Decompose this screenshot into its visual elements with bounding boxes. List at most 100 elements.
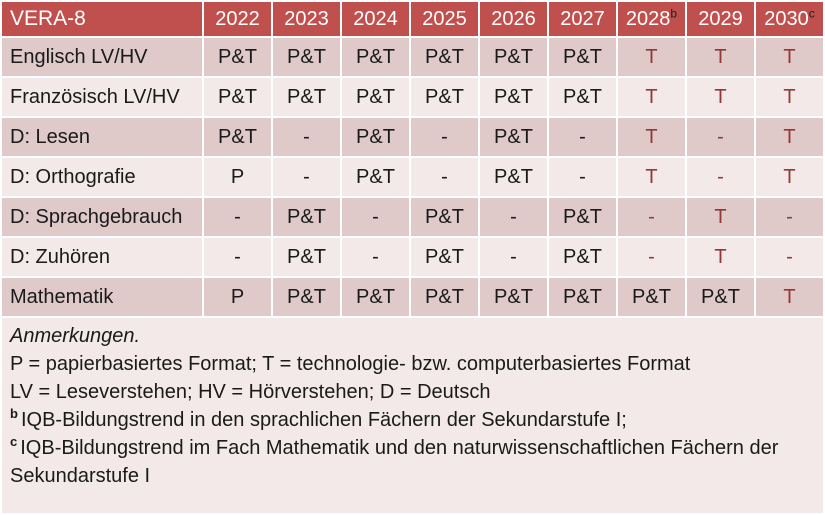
value-cell: - <box>618 198 685 236</box>
year-header-2026: 2026 <box>480 2 547 36</box>
year-label: 2024 <box>353 7 398 30</box>
value-cell: P&T <box>549 78 616 116</box>
year-header-2022: 2022 <box>204 2 271 36</box>
table-row: D: Sprachgebrauch - P&T - P&T - P&T - T - <box>2 198 823 236</box>
value-cell: P&T <box>549 198 616 236</box>
note-text: Anmerkungen. <box>10 325 141 347</box>
table-row: Englisch LV/HV P&T P&T P&T P&T P&T P&T T T T <box>2 38 823 76</box>
value-cell: P&T <box>480 78 547 116</box>
note-text: IQB-Bildungstrend im Fach Mathematik und… <box>10 437 779 487</box>
value-cell: T <box>618 38 685 76</box>
note-text: IQB-Bildungstrend in den sprachlichen Fä… <box>20 409 627 431</box>
value-cell: P&T <box>342 38 409 76</box>
subject-cell: D: Zuhören <box>2 238 202 276</box>
value-cell: - <box>411 118 478 156</box>
year-footnote-marker: c <box>808 5 815 20</box>
value-cell: - <box>342 238 409 276</box>
value-cell: T <box>687 38 754 76</box>
value-cell: - <box>273 118 340 156</box>
value-cell: P&T <box>342 158 409 196</box>
subject-cell: D: Lesen <box>2 118 202 156</box>
table-row: Französisch LV/HV P&T P&T P&T P&T P&T P&T T T T <box>2 78 823 116</box>
value-cell: P&T <box>549 238 616 276</box>
value-cell: T <box>687 78 754 116</box>
value-cell: T <box>618 78 685 116</box>
year-header-2028: 2028b <box>618 2 685 36</box>
value-cell: - <box>687 158 754 196</box>
value-cell: T <box>756 38 823 76</box>
note-line: LV = Leseverstehen; HV = Hörverstehen; D… <box>10 378 815 406</box>
year-header-2023: 2023 <box>273 2 340 36</box>
table-row: Mathematik P P&T P&T P&T P&T P&T P&T P&T T <box>2 278 823 316</box>
value-cell: P&T <box>273 278 340 316</box>
note-line: b IQB-Bildungstrend in den sprachlichen F… <box>10 406 815 434</box>
value-cell: T <box>687 238 754 276</box>
value-cell: P&T <box>411 278 478 316</box>
value-cell: P&T <box>480 278 547 316</box>
subject-cell: Mathematik <box>2 278 202 316</box>
subject-cell: Französisch LV/HV <box>2 78 202 116</box>
value-cell: T <box>756 78 823 116</box>
value-cell: P&T <box>411 78 478 116</box>
value-cell: P <box>204 158 271 196</box>
value-cell: P <box>204 278 271 316</box>
value-cell: T <box>756 158 823 196</box>
note-footnote-marker: c <box>10 434 18 450</box>
value-cell: - <box>756 198 823 236</box>
table-row: D: Zuhören - P&T - P&T - P&T - T - <box>2 238 823 276</box>
table-row: D: Orthografie P - P&T - P&T - T - T <box>2 158 823 196</box>
value-cell: P&T <box>273 38 340 76</box>
value-cell: P&T <box>480 118 547 156</box>
year-label: 2023 <box>284 7 329 30</box>
value-cell: P&T <box>204 118 271 156</box>
notes-row: Anmerkungen. P = papierbasiertes Format; … <box>2 318 823 513</box>
value-cell: - <box>687 118 754 156</box>
table-title: VERA-8 <box>2 2 202 36</box>
value-cell: P&T <box>549 278 616 316</box>
value-cell: P&T <box>480 38 547 76</box>
table-row: D: Lesen P&T - P&T - P&T - T - T <box>2 118 823 156</box>
value-cell: P&T <box>342 278 409 316</box>
year-header-2027: 2027 <box>549 2 616 36</box>
value-cell: P&T <box>204 38 271 76</box>
value-cell: - <box>480 238 547 276</box>
value-cell: - <box>204 198 271 236</box>
value-cell: P&T <box>273 198 340 236</box>
year-label: 2025 <box>422 7 467 30</box>
value-cell: - <box>273 158 340 196</box>
year-label: 2028 <box>625 7 671 30</box>
note-line: P = papierbasiertes Format; T = technolo… <box>10 350 815 378</box>
value-cell: - <box>480 198 547 236</box>
value-cell: T <box>618 118 685 156</box>
value-cell: T <box>687 198 754 236</box>
subject-cell: Englisch LV/HV <box>2 38 202 76</box>
value-cell: P&T <box>411 38 478 76</box>
table-body: Englisch LV/HV P&T P&T P&T P&T P&T P&T T T T Franz… <box>2 38 823 316</box>
value-cell: P&T <box>411 198 478 236</box>
value-cell: P&T <box>273 78 340 116</box>
value-cell: T <box>618 158 685 196</box>
value-cell: - <box>342 198 409 236</box>
value-cell: T <box>756 278 823 316</box>
value-cell: T <box>756 118 823 156</box>
value-cell: P&T <box>342 118 409 156</box>
notes: Anmerkungen. P = papierbasiertes Format; … <box>2 318 823 513</box>
value-cell: P&T <box>549 38 616 76</box>
note-footnote-marker: b <box>10 406 18 422</box>
year-footnote-marker: b <box>670 5 678 20</box>
note-line: Anmerkungen. <box>10 322 815 350</box>
year-label: 2027 <box>560 7 605 30</box>
value-cell: P&T <box>618 278 685 316</box>
note-text: P = papierbasiertes Format; T = technolo… <box>10 353 691 375</box>
year-label: 2022 <box>215 7 260 30</box>
year-header-2025: 2025 <box>411 2 478 36</box>
value-cell: P&T <box>342 78 409 116</box>
year-label: 2030 <box>764 7 809 30</box>
subject-cell: D: Sprachgebrauch <box>2 198 202 236</box>
value-cell: P&T <box>273 238 340 276</box>
value-cell: P&T <box>687 278 754 316</box>
value-cell: P&T <box>411 238 478 276</box>
note-text: LV = Leseverstehen; HV = Hörverstehen; D… <box>10 381 491 403</box>
